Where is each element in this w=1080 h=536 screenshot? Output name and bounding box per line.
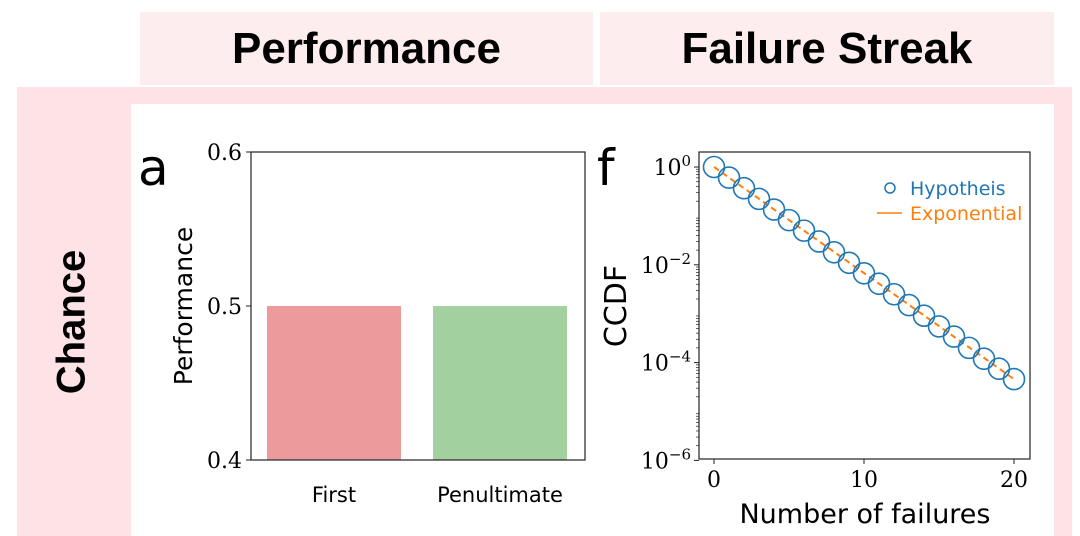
y-tick-label: 0.4 [207, 449, 242, 474]
data-point [882, 282, 906, 306]
data-point [957, 336, 981, 360]
data-point [912, 304, 936, 328]
x-tick-label: Penultimate [437, 483, 563, 507]
bar-first [267, 306, 401, 460]
data-point [822, 241, 846, 264]
x-tick-label: 10 [850, 468, 878, 493]
data-point [987, 357, 1011, 381]
y-axis-label: Performance [169, 227, 198, 385]
y-tick-label: 10−4 [641, 348, 691, 377]
bar-penultimate [433, 306, 567, 460]
data-point [1002, 367, 1026, 391]
data-point [792, 219, 816, 242]
panel-label-f: f [597, 139, 616, 197]
data-point [867, 272, 891, 296]
data-point [717, 166, 741, 189]
data-point [777, 208, 801, 232]
exponential-fit-line [713, 166, 1015, 380]
data-point [702, 155, 726, 179]
data-point [747, 187, 771, 211]
column-header-performance: Performance [140, 12, 593, 85]
data-point [852, 262, 876, 285]
legend-label-exponential: Exponential [910, 203, 1022, 225]
panel-label-a: a [138, 139, 169, 197]
y-tick-label: 0.6 [207, 141, 242, 166]
y-axis-label: CCDF [599, 265, 634, 347]
y-tick-label: 0.5 [207, 295, 242, 320]
x-tick-label: 20 [1000, 468, 1028, 493]
legend-marker-hypotheis [884, 182, 896, 194]
x-tick-label: First [312, 483, 356, 507]
data-point [942, 325, 966, 348]
data-point [837, 251, 861, 275]
data-point [807, 230, 831, 253]
data-point [732, 176, 756, 200]
legend-label-hypotheis: Hypotheis [910, 178, 1006, 200]
y-tick-label: 10−2 [641, 250, 691, 279]
data-point [762, 198, 786, 221]
x-tick-label: 0 [707, 468, 721, 493]
column-header-failure-streak: Failure Streak [600, 12, 1054, 85]
x-axis-label: Number of failures [739, 499, 990, 530]
y-tick-label: 10−6 [641, 445, 691, 474]
y-tick-label: 100 [653, 152, 691, 181]
data-point [897, 293, 921, 317]
